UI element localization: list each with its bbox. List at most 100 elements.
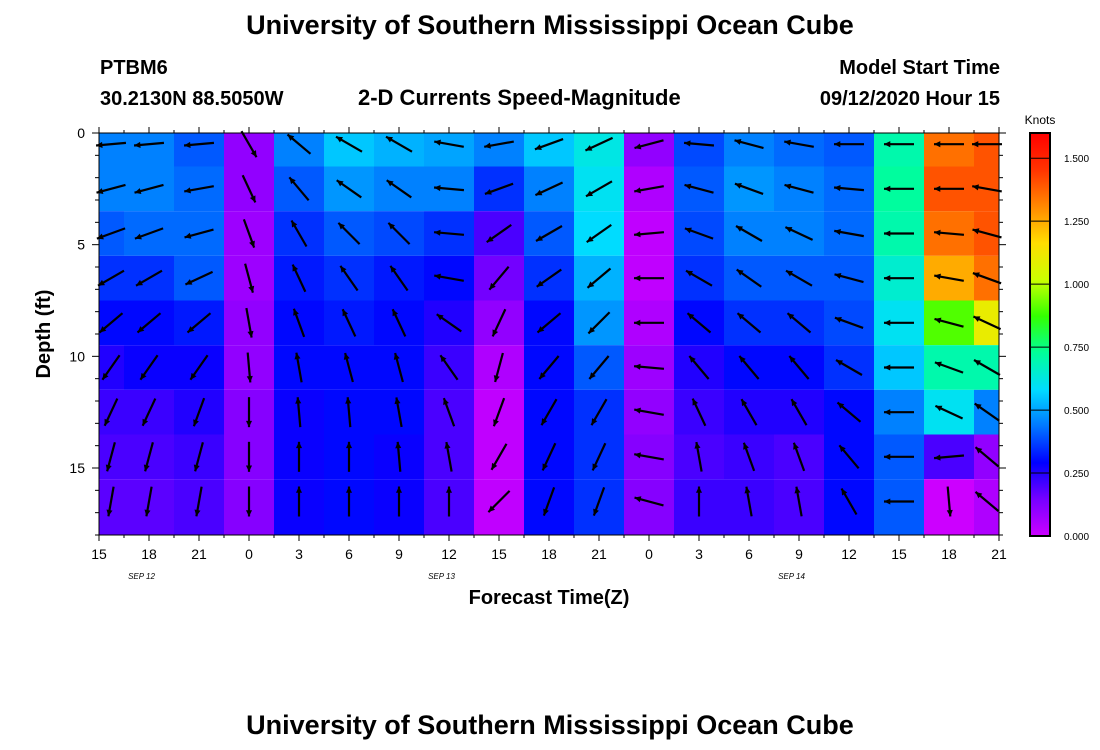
current-arrow [634,275,664,282]
current-arrow [144,486,153,517]
heat-cell [624,133,674,167]
colorbar-tick-label: 0.750 [1064,343,1089,354]
colorbar-title: Knots [1025,113,1056,127]
current-arrow [186,312,212,334]
heat-cell [724,133,774,167]
current-vectors [95,130,1002,517]
current-arrow [294,352,303,383]
heat-cell [974,133,999,167]
x-tick-label: 15 [91,546,107,562]
model-start-value: 09/12/2020 Hour 15 [819,88,1000,110]
current-arrow [486,223,512,244]
current-arrow [135,269,163,287]
current-arrow [389,265,409,292]
current-arrow [134,227,164,240]
current-arrow [395,486,403,517]
colorbar-tick-label: 1.000 [1064,280,1089,291]
current-arrow [105,442,116,472]
current-arrow [184,270,214,286]
current-arrow [884,141,914,148]
current-arrow [133,141,165,148]
current-arrow [683,140,715,147]
current-arrow [586,267,612,289]
current-arrow [535,225,563,242]
x-tick-label: 21 [991,546,1007,562]
current-arrow [434,273,464,282]
current-arrow [106,486,115,517]
heat-cell [624,479,674,535]
current-arrow [292,308,306,338]
heat-cell [874,479,924,535]
x-tick-label: 9 [795,546,803,562]
current-arrow [387,222,411,245]
heat-cell [524,133,574,167]
current-arrow [242,219,256,248]
page-title-top: University of Southern Mississippi Ocean… [246,10,854,40]
current-arrow [933,454,965,461]
date-label: SEP 13 [428,572,455,581]
x-tick-label: 12 [841,546,857,562]
x-tick-label: 3 [295,546,303,562]
current-arrow [288,176,310,202]
current-arrow [540,398,558,426]
current-arrow [585,180,613,198]
current-arrow [445,486,453,517]
current-arrow [143,442,154,472]
current-arrow [972,315,1002,331]
current-arrow [97,269,125,287]
x-axis-label: Forecast Time(Z) [469,587,630,609]
current-arrow [972,184,1002,193]
current-arrow [946,486,953,517]
current-arrow [734,182,764,195]
current-arrow [286,133,312,155]
current-arrow [490,443,508,471]
y-tick-label: 15 [69,460,85,476]
heat-cell [324,133,374,167]
current-arrow [335,135,363,153]
current-arrow [834,272,864,284]
current-arrow [134,183,164,195]
current-arrow [973,359,1001,376]
heat-cell [274,133,324,167]
current-arrow [386,179,412,199]
heat-cell [674,133,724,167]
current-arrow [536,312,562,334]
current-arrow [792,442,806,472]
current-arrow [634,319,664,326]
current-arrow [834,141,864,148]
page-title-bottom: University of Southern Mississippi Ocean… [246,710,854,740]
current-arrow [291,264,307,293]
current-arrow [694,441,703,472]
current-arrow [684,227,714,240]
current-arrow [245,307,254,338]
current-arrow [484,140,514,149]
current-arrow [736,312,762,334]
current-arrow [884,319,914,326]
x-tick-label: 21 [591,546,607,562]
current-arrow [788,355,810,380]
heat-cell [474,133,524,167]
heat-cell [774,133,824,167]
current-arrow [244,263,255,293]
current-arrow [695,486,703,517]
current-arrow [833,185,865,192]
x-tick-label: 6 [345,546,353,562]
current-arrow [345,486,353,517]
current-arrow [784,226,814,241]
current-arrow [136,312,162,334]
current-arrow [193,442,204,472]
current-arrow [742,442,756,472]
current-arrow [434,139,464,148]
current-arrow [345,441,353,472]
current-arrow [290,219,308,248]
current-arrow [744,486,753,517]
current-arrow [493,352,504,383]
currents-chart: 15 18 21 0 3 6 9 12 15 18 21 0 3 6 9 12 15 18 21 SEP 12 SEP … [33,113,1089,609]
current-arrow [538,355,560,380]
current-arrow [972,141,1002,148]
station-coords: 30.2130N 88.5050W [100,88,284,110]
current-arrow [934,273,964,282]
current-arrow [194,486,203,517]
date-label: SEP 14 [778,572,805,581]
current-arrow [587,311,611,335]
